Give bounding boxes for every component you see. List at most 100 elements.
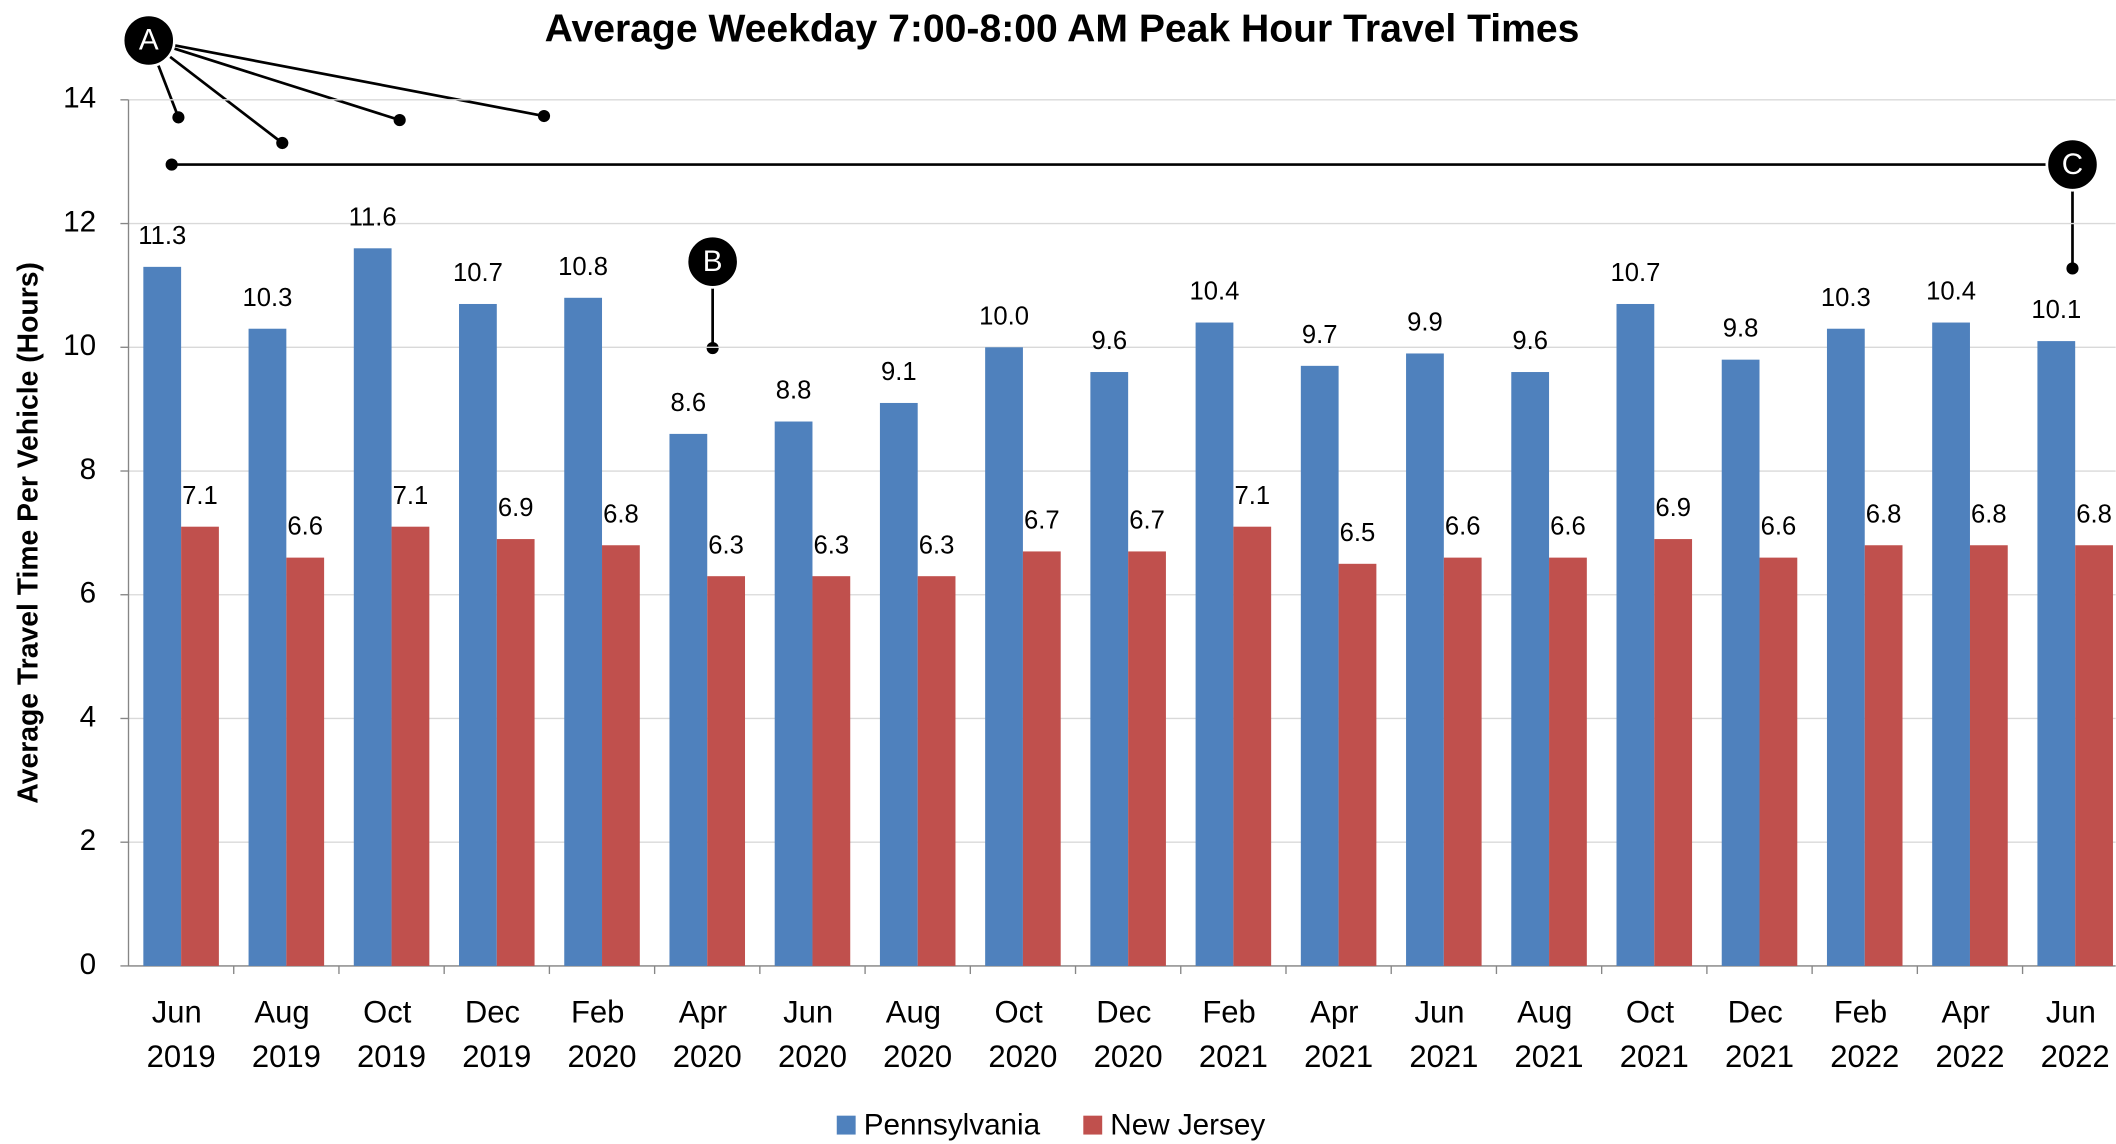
bar [602, 545, 640, 966]
bar [985, 347, 1023, 966]
bar [879, 402, 918, 966]
value-label: 6.5 [1340, 519, 1376, 547]
value-label: 8.8 [776, 377, 812, 405]
value-label: 9.6 [1091, 327, 1127, 355]
value-label: 10.0 [979, 302, 1029, 330]
value-label: 10.4 [1190, 278, 1240, 306]
legend-swatch [836, 1115, 856, 1135]
value-label: 6.3 [919, 531, 955, 559]
value-label: 6.8 [1866, 500, 1902, 528]
y-tick-label: 2 [80, 824, 97, 857]
x-tick-label: Aug 2020 [883, 995, 952, 1075]
annotation-label: C [2062, 148, 2083, 181]
value-label: 7.1 [1234, 482, 1270, 510]
bar [353, 248, 392, 966]
bar [496, 539, 535, 966]
bar [248, 328, 287, 966]
bar [1443, 557, 1482, 966]
x-tick-label: Dec 2021 [1725, 995, 1794, 1075]
value-label: 6.3 [708, 531, 744, 559]
value-label: 6.6 [287, 513, 323, 541]
x-tick-label: Dec 2019 [462, 995, 531, 1075]
annotation-label: A [139, 24, 159, 57]
annotation-label: B [703, 245, 723, 278]
bar [1864, 545, 1903, 966]
y-tick-label: 8 [80, 453, 97, 486]
value-label: 6.8 [603, 500, 639, 528]
bar [286, 557, 325, 966]
value-label: 10.8 [558, 253, 608, 281]
bar [391, 526, 430, 966]
y-tick-label: 10 [63, 329, 96, 362]
value-label: 6.6 [1550, 513, 1586, 541]
bar [143, 266, 182, 966]
y-tick-label: 12 [63, 205, 96, 238]
value-label: 6.7 [1129, 507, 1165, 535]
x-tick-label: Jun 2022 [2041, 995, 2110, 1075]
x-tick-label: Dec 2020 [1094, 995, 1163, 1075]
bar [1759, 557, 1798, 966]
value-label: 6.6 [1761, 513, 1797, 541]
bar [1826, 328, 1865, 966]
bar [1195, 322, 1234, 966]
x-tick-label: Oct 2020 [988, 995, 1057, 1075]
chart-title: Average Weekday 7:00-8:00 AM Peak Hour T… [545, 7, 1580, 50]
x-tick-label: Apr 2020 [673, 995, 742, 1075]
bar [181, 526, 219, 966]
x-tick-label: Aug 2019 [252, 995, 321, 1075]
x-tick-label: Feb 2021 [1199, 995, 1268, 1075]
y-tick-label: 4 [80, 700, 97, 733]
legend-swatch [1083, 1115, 1103, 1135]
x-tick-label: Apr 2022 [1935, 995, 2004, 1075]
value-label: 10.3 [243, 284, 293, 312]
bar [2037, 341, 2076, 966]
value-label: 6.3 [814, 531, 850, 559]
x-tick-label: Jun 2020 [778, 995, 847, 1075]
value-label: 11.3 [138, 222, 186, 250]
x-tick-label: Jun 2021 [1409, 995, 1478, 1075]
bar [1549, 557, 1587, 966]
bar [1338, 563, 1377, 966]
bar [459, 303, 497, 966]
y-axis-label: Average Travel Time Per Vehicle (Hours) [13, 262, 45, 804]
bar [1721, 359, 1760, 966]
value-label: 10.1 [2031, 296, 2081, 324]
x-tick-label: Feb 2020 [568, 995, 637, 1075]
bar [669, 433, 708, 966]
bar [707, 576, 746, 966]
value-label: 10.4 [1926, 278, 1976, 306]
legend-label: New Jersey [1110, 1108, 1265, 1141]
x-tick-label: Feb 2022 [1830, 995, 1899, 1075]
legend-label: Pennsylvania [864, 1108, 1041, 1141]
bar [917, 576, 956, 966]
bar [1233, 526, 1272, 966]
bar [1406, 353, 1444, 966]
bar [1616, 303, 1655, 966]
x-tick-label: Jun 2019 [147, 995, 216, 1075]
value-label: 9.6 [1512, 327, 1548, 355]
bar [1932, 322, 1970, 966]
value-label: 6.7 [1024, 507, 1060, 535]
y-tick-label: 0 [80, 948, 97, 981]
annotation-marker [2045, 137, 2100, 192]
value-label: 6.8 [2076, 500, 2112, 528]
bar [1969, 545, 2008, 966]
value-label: 9.1 [881, 358, 917, 386]
value-label: 8.6 [671, 389, 707, 417]
x-tick-label: Oct 2021 [1620, 995, 1689, 1075]
value-label: 9.7 [1302, 321, 1338, 349]
bar [1300, 365, 1339, 966]
value-label: 7.1 [393, 482, 429, 510]
x-tick-label: Apr 2021 [1304, 995, 1373, 1075]
value-label: 10.3 [1821, 284, 1871, 312]
y-tick-label: 6 [80, 577, 97, 610]
value-label: 9.8 [1723, 315, 1759, 343]
bar [1128, 551, 1166, 966]
value-label: 9.9 [1407, 309, 1443, 337]
bar [1090, 372, 1129, 966]
value-label: 6.9 [498, 494, 534, 522]
bar [1511, 372, 1550, 966]
value-label: 10.7 [453, 259, 503, 287]
